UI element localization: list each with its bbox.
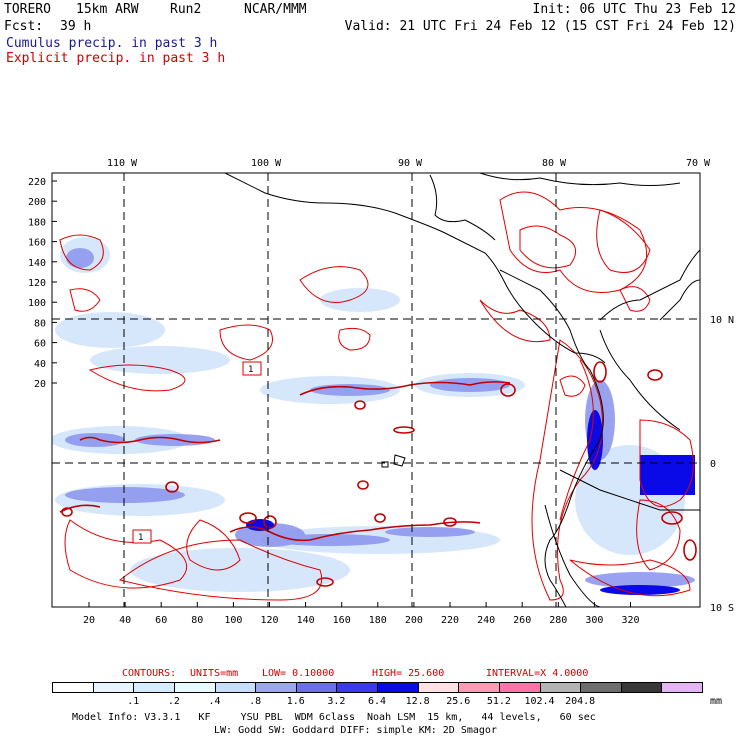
lon-label: 70 W [686,158,711,169]
x-tick-label: 220 [441,615,459,626]
lon-label: 90 W [398,158,423,169]
footer-model-info: Model Info: V3.3.1 KF YSU PBL WDM 6class… [72,712,596,723]
colorbar-swatch [173,682,216,693]
y-tick-label: 80 [34,318,46,329]
y-tick-label: 20 [34,379,46,390]
colorbar-swatch [92,682,135,693]
colorbar-label: 1.6 [286,696,305,707]
contours-interval: INTERVAL=X 4.0000 [486,668,589,679]
lon-label: 80 W [542,158,567,169]
colorbar-swatch [377,682,419,693]
y-tick-label: 220 [28,177,46,188]
explicit-precip-cores [59,361,697,587]
colorbar-label: .1 [127,696,140,707]
y-tick-label: 60 [34,339,46,350]
x-tick-label: 40 [119,615,131,626]
y-tick-label: 160 [28,238,46,249]
colorbar-label: 102.4 [524,696,555,707]
colorbar-label: 3.2 [327,696,346,707]
x-tick-label: 20 [83,615,95,626]
lon-label: 100 W [251,158,282,169]
colorbar-swatch [580,682,622,693]
contour-label-1: 1 [248,365,253,375]
colorbar-swatch [52,682,94,693]
x-tick-label: 160 [333,615,351,626]
colorbar-label: 51.2 [486,696,511,707]
footer-physics-info: LW: Godd SW: Goddard DIFF: simple KM: 2D… [214,725,497,736]
header-fcst-value: 39 h [60,19,92,34]
colorbar-label: 25.6 [446,696,471,707]
y-tick-label: 180 [28,217,46,228]
coastlines [224,173,700,607]
contour-label-2: 1 [138,533,143,543]
x-tick-label: 300 [585,615,603,626]
colorbar-swatch [498,682,541,693]
colorbar-label: .4 [208,696,221,707]
colorbar-swatch [620,682,663,693]
header-fcst-label: Fcst: [4,19,44,34]
contours-units: UNITS=mm [190,668,239,679]
colorbar-swatch [295,682,338,693]
x-tick-label: 80 [191,615,203,626]
colorbar-swatch [133,682,175,693]
contours-low: LOW= 0.10000 [262,668,335,679]
contours-high: HIGH= 25.600 [372,668,445,679]
y-tick-label: 120 [28,278,46,289]
y-tick-label: 140 [28,258,46,269]
explicit-precip-contours [59,191,694,601]
map-frame [51,172,701,608]
colorbar-swatch [458,682,500,693]
x-tick-label: 140 [297,615,315,626]
x-tick-label: 60 [155,615,167,626]
colorbar-label: 6.4 [367,696,387,707]
lat-label: 0 [710,459,716,470]
colorbar-swatch [539,682,582,693]
lat-label: 10 N [710,315,734,326]
x-tick-label: 280 [549,615,567,626]
cumulus-precip-heavy [246,410,695,595]
contour-label-boxes [132,361,262,544]
header-valid: Valid: 21 UTC Fri 24 Feb 12 (15 CST Fri … [344,19,736,34]
header-resolution: 15km ARW [76,2,139,17]
y-tick-label: 100 [28,298,46,309]
colorbar-swatch [255,682,297,693]
lat-lon-grid [52,173,700,607]
colorbar-label: .2 [167,696,180,707]
colorbar-unit: mm [710,696,723,707]
colorbar-label: 12.8 [405,696,430,707]
colorbar-label: 204.8 [565,696,596,707]
colorbar-swatch [661,682,703,693]
colorbar-swatch [214,682,257,693]
field-explicit-label: Explicit precip. in past 3 h [6,51,226,66]
header-model: TORERO [4,2,51,17]
colorbar-swatch [336,682,378,693]
field-cumulus-label: Cumulus precip. in past 3 h [6,36,218,51]
x-tick-label: 120 [260,615,278,626]
header-run: Run2 [170,2,202,17]
y-tick-label: 200 [28,197,46,208]
lat-label: 10 S [710,603,734,614]
y-tick-label: 40 [34,359,46,370]
x-tick-label: 320 [621,615,639,626]
colorbar-label: .8 [249,696,262,707]
x-tick-label: 260 [513,615,531,626]
header-init: Init: 06 UTC Thu 23 Feb 12 [532,2,737,17]
x-tick-label: 180 [369,615,387,626]
contours-label: CONTOURS: [122,668,177,679]
lon-label: 110 W [107,158,138,169]
x-tick-label: 100 [224,615,242,626]
header-org: NCAR/MMM [244,2,307,17]
x-tick-label: 200 [405,615,423,626]
x-tick-label: 240 [477,615,495,626]
colorbar-swatch [417,682,460,693]
